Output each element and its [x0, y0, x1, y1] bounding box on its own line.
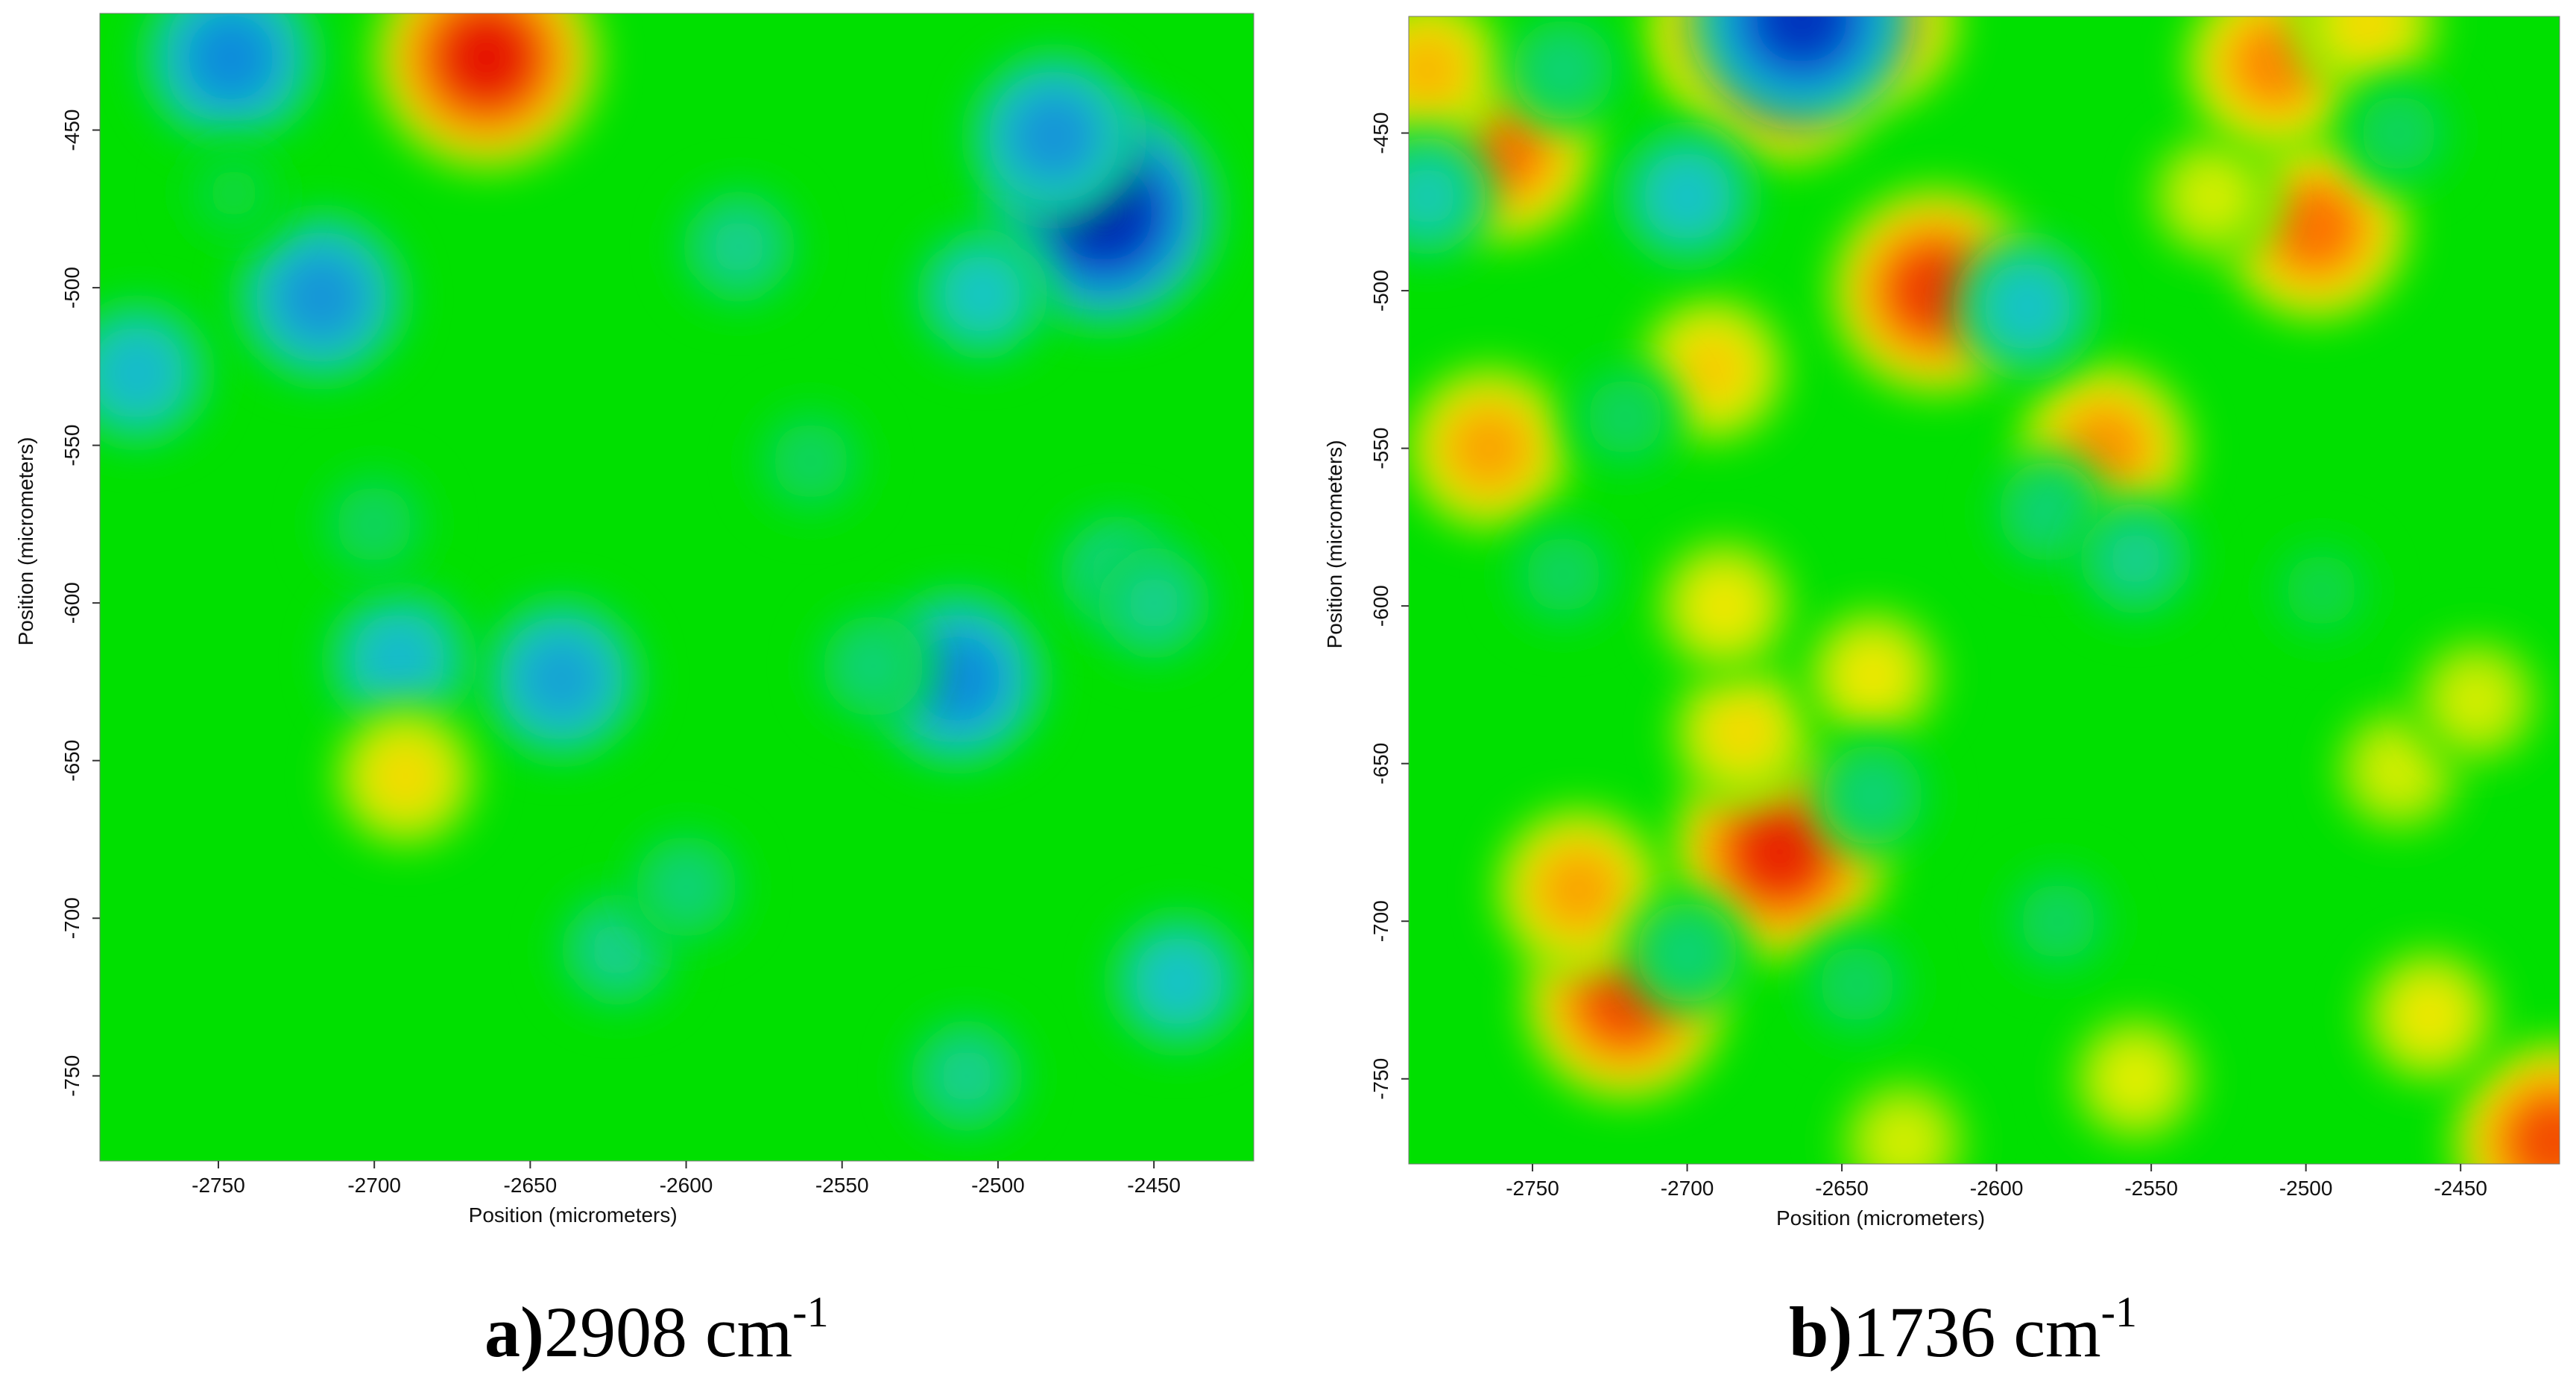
- heatmap-feature: [674, 182, 804, 311]
- x-tick-label: -2550: [2124, 1177, 2178, 1200]
- heatmap-feature: [910, 222, 1055, 366]
- heatmap-feature: [1409, 361, 1576, 535]
- x-tick-label: -2550: [815, 1174, 869, 1197]
- heatmap-feature: [2071, 494, 2200, 623]
- heatmap-feature: [751, 402, 871, 521]
- heatmap-feature: [141, 13, 321, 148]
- caption-wavenumber: 1736 cm: [1852, 1292, 2100, 1372]
- y-tick-label: -550: [1369, 428, 1392, 469]
- heatmap-feature: [624, 824, 748, 949]
- heatmap-feature: [1999, 862, 2118, 981]
- x-tick-label: -2700: [1661, 1177, 1714, 1200]
- heatmap-feature: [1691, 16, 1912, 127]
- y-tick-label: -600: [1369, 585, 1392, 627]
- panel-caption: b)1736 cm-1: [1789, 1288, 2137, 1372]
- heatmap-feature: [1089, 538, 1219, 668]
- x-tick-label: -2650: [504, 1174, 558, 1197]
- y-tick-label: -700: [60, 897, 83, 939]
- heatmap-feature: [1502, 16, 1626, 132]
- y-axis-label: Position (micrometers): [14, 437, 37, 645]
- y-tick-label: -750: [1369, 1058, 1392, 1100]
- caption-letter: b): [1789, 1292, 1852, 1372]
- heatmap-feature: [1667, 656, 1819, 808]
- heatmap-feature: [1614, 123, 1760, 269]
- heatmap-feature: [234, 209, 408, 385]
- y-tick-label: -450: [60, 110, 83, 151]
- panel-caption: a)2908 cm-1: [484, 1288, 829, 1372]
- heatmap-feature: [100, 297, 214, 449]
- heatmap-feature: [329, 700, 482, 852]
- heatmap-feature: [1566, 358, 1685, 476]
- x-tick-label: -2600: [1970, 1177, 2024, 1200]
- heatmap-feature: [1492, 803, 1666, 976]
- heatmap-feature: [1626, 891, 1749, 1015]
- y-tick-label: -600: [60, 582, 83, 624]
- y-tick-label: -500: [60, 267, 83, 309]
- heatmap-feature: [811, 604, 935, 728]
- heatmap-feature: [1504, 516, 1623, 633]
- heatmap-chart-b: -2750 -2700 -2650 -2600 -2550 -2500 -2450 -450 -…: [1323, 16, 2560, 1372]
- y-tick-label: -700: [1369, 900, 1392, 942]
- y-tick-label: -750: [60, 1055, 83, 1097]
- heatmap-panel-b: -2750 -2700 -2650 -2600 -2550 -2500 -2450 -450 -…: [1297, 0, 2576, 1389]
- heatmap-feature: [2450, 1039, 2560, 1164]
- y-tick-label: -650: [60, 740, 83, 782]
- heatmap-feature: [1800, 602, 1945, 748]
- heatmap-feature: [2408, 632, 2545, 769]
- heatmap-feature: [2357, 943, 2503, 1089]
- caption-exponent: -1: [792, 1288, 828, 1336]
- y-tick-label: -650: [1369, 743, 1392, 785]
- heatmap-feature: [1105, 908, 1252, 1055]
- heatmap-feature: [1835, 1073, 1972, 1164]
- heatmap-feature: [1954, 233, 2100, 379]
- heatmap-feature: [2065, 1009, 2206, 1149]
- heatmap-panel-a: -2750 -2700 -2650 -2600 -2550 -2500 -2450 -450 -…: [0, 0, 1282, 1389]
- heatmap-chart-a: -2750 -2700 -2650 -2600 -2550 -2500 -2450 -450 -…: [14, 13, 1254, 1372]
- heatmap-feature: [967, 49, 1142, 224]
- x-tick-label: -2700: [347, 1174, 401, 1197]
- y-tick-label: -450: [1369, 113, 1392, 154]
- heatmap-feature: [1799, 926, 1916, 1043]
- heatmap-feature: [1811, 733, 1935, 857]
- x-tick-label: -2450: [2434, 1177, 2487, 1200]
- x-tick-label: -2500: [2279, 1177, 2333, 1200]
- heatmap-feature: [2340, 74, 2457, 192]
- heatmap-feature: [1651, 533, 1797, 679]
- heatmap-feature: [179, 138, 289, 248]
- plot-frame-a: [99, 13, 1254, 1162]
- caption-exponent: -1: [2101, 1288, 2137, 1336]
- y-axis-label: Position (micrometers): [1323, 440, 1346, 648]
- caption-letter: a): [484, 1292, 544, 1372]
- heatmap-field-b: [1409, 16, 2560, 1164]
- heatmap-feature: [1409, 127, 1496, 265]
- y-tick-label: -550: [60, 425, 83, 466]
- caption-wavenumber: 2908 cm: [544, 1292, 792, 1372]
- heatmap-feature: [902, 1010, 1032, 1141]
- x-axis-label: Position (micrometers): [1776, 1206, 1985, 1230]
- x-tick-label: -2750: [1506, 1177, 1559, 1200]
- x-axis-label: Position (micrometers): [469, 1203, 678, 1227]
- heatmap-field-a: [100, 13, 1252, 1141]
- heatmap-feature: [373, 13, 601, 171]
- y-tick-label: -500: [1369, 270, 1392, 311]
- heatmap-feature: [323, 583, 476, 736]
- heatmap-feature: [2265, 534, 2378, 647]
- heatmap-feature: [2144, 127, 2282, 265]
- x-tick-label: -2500: [971, 1174, 1025, 1197]
- x-tick-label: -2600: [660, 1174, 713, 1197]
- heatmap-feature: [478, 595, 645, 762]
- plot-frame-b: [1408, 16, 2560, 1165]
- x-tick-label: -2650: [1815, 1177, 1869, 1200]
- heatmap-feature: [315, 464, 434, 583]
- heatmap-feature: [1409, 16, 1510, 153]
- x-tick-label: -2450: [1127, 1174, 1181, 1197]
- x-tick-label: -2750: [192, 1174, 245, 1197]
